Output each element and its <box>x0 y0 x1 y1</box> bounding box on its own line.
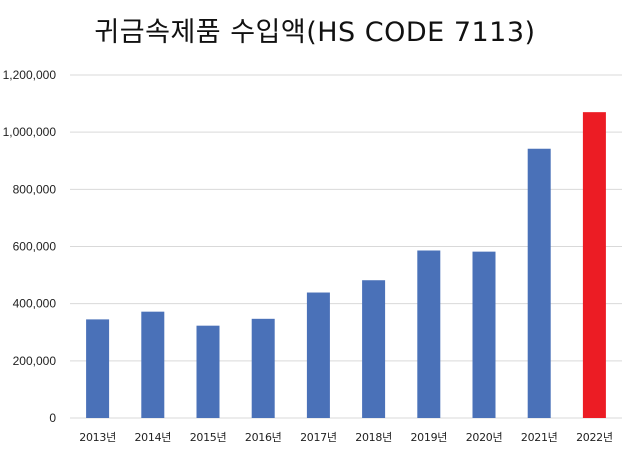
y-tick-label: 800,000 <box>13 182 57 196</box>
x-axis-category-labels: 2013년 2014년 2015년 2016년 2017년 2018년 2019년 2020년… <box>79 431 613 444</box>
bars <box>86 112 606 419</box>
bar-2015년 <box>196 325 220 418</box>
bar-2018년 <box>362 280 386 418</box>
y-tick-label: 1,000,000 <box>3 125 57 139</box>
x-tick-label: 2016년 <box>245 431 282 444</box>
x-tick-label: 2019년 <box>410 431 447 444</box>
x-tick-label: 2021년 <box>521 431 558 444</box>
y-tick-label: 200,000 <box>13 354 57 368</box>
y-tick-label: 400,000 <box>13 297 57 311</box>
bar-2019년 <box>417 250 441 418</box>
x-tick-label: 2015년 <box>190 431 227 444</box>
bar-2014년 <box>141 311 165 418</box>
x-tick-label: 2013년 <box>79 431 116 444</box>
y-tick-label: 1,200,000 <box>3 68 57 82</box>
chart-title: 귀금속제품 수입액(HS CODE 7113) <box>94 17 536 48</box>
bar-2021년 <box>527 148 551 418</box>
y-tick-label: 0 <box>49 411 56 425</box>
bar-2016년 <box>251 318 275 418</box>
x-tick-label: 2022년 <box>576 431 613 444</box>
x-tick-label: 2017년 <box>300 431 337 444</box>
y-axis-tick-labels: 0 200,000 400,000 600,000 800,000 1,000,000 1,… <box>3 68 57 425</box>
bar-2020년 <box>472 251 496 418</box>
bar-2013년 <box>86 319 110 418</box>
bar-2022년 <box>582 112 606 419</box>
bar-2017년 <box>306 292 330 418</box>
x-tick-label: 2014년 <box>134 431 171 444</box>
x-tick-label: 2020년 <box>466 431 503 444</box>
y-tick-label: 600,000 <box>13 240 57 254</box>
x-tick-label: 2018년 <box>355 431 392 444</box>
